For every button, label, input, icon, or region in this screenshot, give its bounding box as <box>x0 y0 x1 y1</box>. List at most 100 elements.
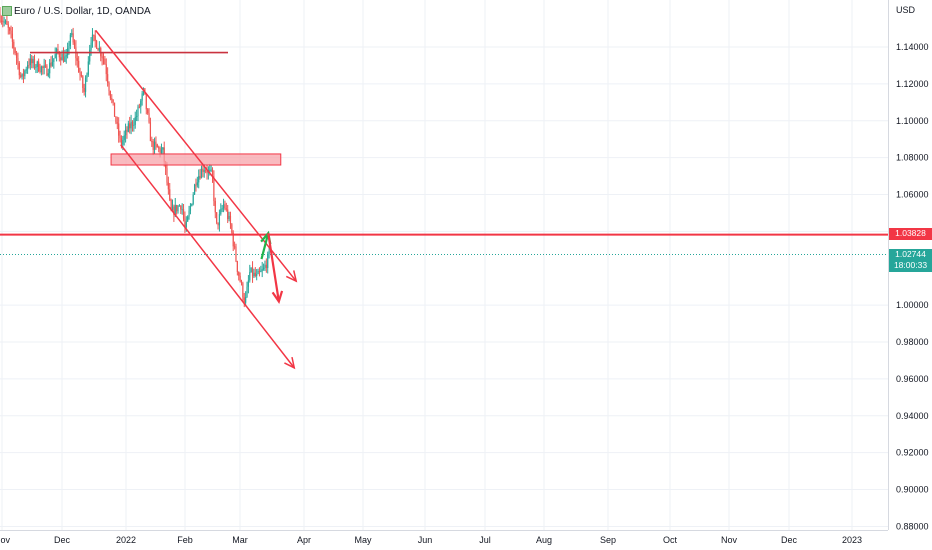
candle-body <box>22 73 25 77</box>
candle-body <box>153 141 156 150</box>
candle-body <box>18 63 20 76</box>
projection-down-arrow-line <box>267 233 280 302</box>
candle-body <box>122 140 124 145</box>
candle-body <box>111 98 113 100</box>
candle-body <box>137 106 139 117</box>
price-tick-label: 1.10000 <box>896 116 929 126</box>
candle-body <box>115 116 117 123</box>
candle-body <box>58 52 60 58</box>
candle-body <box>49 62 51 74</box>
candle-body <box>97 48 99 51</box>
candle-body <box>200 168 203 179</box>
candle-body <box>90 42 92 50</box>
candle-body <box>192 194 194 204</box>
candle-body <box>80 74 83 77</box>
candle-body <box>9 27 11 31</box>
candle-body <box>149 122 152 142</box>
channel-lower-arrow-head <box>284 356 296 370</box>
candle-body <box>124 129 127 136</box>
candle-body <box>104 59 106 65</box>
candle-body <box>217 222 219 226</box>
time-tick-label: Mar <box>232 535 248 545</box>
candle-body <box>141 93 143 101</box>
candle-body <box>42 66 44 68</box>
candle-body <box>51 61 54 66</box>
price-tick-label: 1.08000 <box>896 153 929 163</box>
channel-lower-arrow-line <box>120 144 295 369</box>
candle-body <box>258 270 261 272</box>
candle-body <box>108 82 110 92</box>
legend-swatch-icon <box>2 6 12 17</box>
candle-body <box>17 57 19 64</box>
time-tick-label: Dec <box>54 535 71 545</box>
price-axis[interactable]: 1.140001.120001.100001.080001.060001.040… <box>896 42 929 531</box>
candle-body <box>60 57 62 61</box>
candle-body <box>129 123 131 129</box>
candle-body <box>239 275 241 282</box>
time-tick-label: Oct <box>663 535 678 545</box>
price-tick-label: 0.98000 <box>896 337 929 347</box>
candle-body <box>181 209 183 211</box>
candle-body <box>202 168 204 172</box>
time-tick-label: Sep <box>600 535 616 545</box>
candle-body <box>158 147 160 149</box>
candle-body <box>7 24 9 28</box>
level-price-badge: 1.03828 <box>889 228 932 240</box>
candle-body <box>209 169 211 171</box>
candle-body <box>89 49 91 62</box>
grid <box>0 0 888 530</box>
candle-body <box>242 283 244 298</box>
candle-body <box>205 170 207 172</box>
candle-body <box>234 246 236 248</box>
candle-body <box>254 272 256 276</box>
candle-body <box>187 216 189 222</box>
candle-body <box>134 116 136 125</box>
candle-body <box>102 58 105 60</box>
candle-body <box>240 281 243 284</box>
candle-body <box>13 41 15 49</box>
candle-body <box>253 272 255 277</box>
projection-up-arrow-line <box>260 232 270 260</box>
candle-body <box>98 48 100 51</box>
candle-body <box>224 204 226 209</box>
candle-body <box>20 75 22 77</box>
time-tick-label: May <box>354 535 372 545</box>
candle-body <box>173 206 175 216</box>
candle-body <box>193 184 196 195</box>
candle-body <box>53 58 55 62</box>
candle-body <box>73 42 76 48</box>
candle-body <box>118 123 120 136</box>
candle-body <box>211 169 214 177</box>
candle-body <box>94 35 96 41</box>
candle-body <box>171 206 174 211</box>
candle-body <box>227 209 229 219</box>
candle-body <box>235 246 237 262</box>
candle-body <box>127 123 129 132</box>
candle-body <box>221 208 223 210</box>
candle-body <box>148 113 150 123</box>
candle-body <box>78 60 80 72</box>
candle-body <box>229 215 232 225</box>
candle-body <box>152 141 154 150</box>
candle-body <box>123 135 125 141</box>
price-tick-label: 0.96000 <box>896 374 929 384</box>
candle-body <box>120 138 123 145</box>
candle-body <box>251 267 254 277</box>
projection-down-arrow <box>267 233 284 304</box>
candle-body <box>24 70 26 77</box>
candle-body <box>177 206 179 212</box>
time-tick-label: Apr <box>297 535 311 545</box>
candle-body <box>107 74 109 83</box>
candle-body <box>28 65 30 67</box>
candle-body <box>105 64 107 75</box>
time-tick-label: Dec <box>781 535 798 545</box>
candle-body <box>33 59 36 68</box>
time-axis[interactable]: Nov Dec 2022 Feb Mar Apr May Jun Jul Aug Sep Oct Nov… <box>0 535 862 545</box>
candle-body <box>206 170 208 174</box>
candle-body <box>76 58 78 61</box>
candle-body <box>228 215 230 219</box>
candle-body <box>126 129 128 132</box>
candle-body <box>159 148 161 153</box>
candle-body <box>96 40 98 49</box>
